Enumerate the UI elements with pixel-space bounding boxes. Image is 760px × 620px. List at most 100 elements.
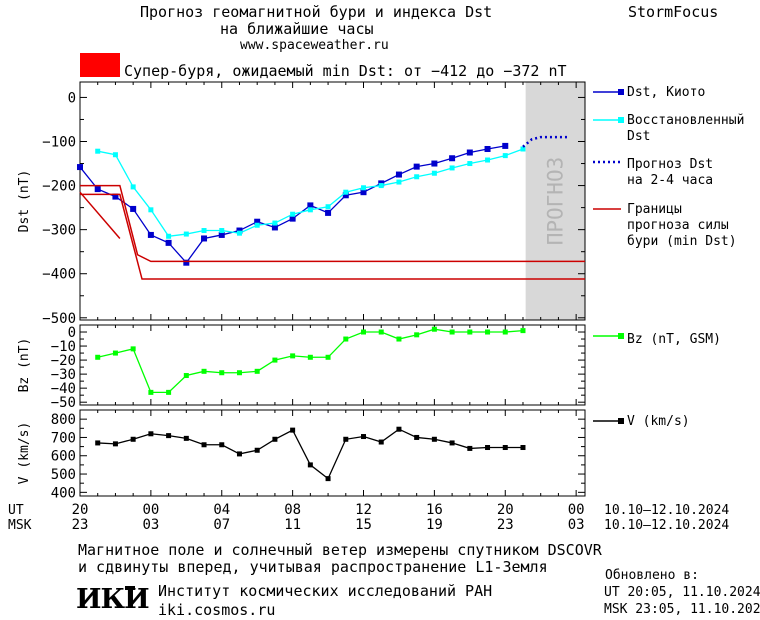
x-tick-label-ut: 00 bbox=[142, 502, 159, 518]
data-point bbox=[343, 436, 349, 442]
data-point bbox=[95, 148, 101, 154]
x-tick-label-ut: 04 bbox=[213, 502, 230, 518]
forecast-label: ПРОГНОЗ bbox=[543, 157, 567, 246]
data-point bbox=[218, 231, 225, 238]
x-tick-label-msk: 15 bbox=[355, 517, 372, 533]
data-point bbox=[502, 445, 508, 451]
data-point bbox=[485, 329, 491, 335]
legend-label-bounds-1: Границы bbox=[627, 202, 682, 217]
legend-label-forecast-1: Прогноз Dst bbox=[627, 157, 713, 172]
series-line-bz-0 bbox=[97, 328, 524, 394]
data-point bbox=[325, 354, 331, 360]
y-tick-label: −50 bbox=[51, 395, 76, 411]
series-line-v-0 bbox=[97, 428, 523, 480]
data-point bbox=[449, 165, 455, 171]
data-point bbox=[520, 146, 526, 152]
data-point bbox=[271, 224, 278, 231]
legend-swatch-dst-restored-marker bbox=[618, 117, 624, 123]
legend-label-dst-restored-2: Dst bbox=[627, 129, 650, 144]
data-point bbox=[485, 445, 491, 451]
data-point bbox=[254, 447, 260, 453]
updated-msk: MSK 23:05, 11.10.2024 bbox=[604, 602, 760, 617]
data-point bbox=[201, 228, 207, 234]
data-point bbox=[431, 160, 438, 167]
data-point bbox=[290, 211, 296, 217]
x-tick-label-msk: 19 bbox=[426, 517, 443, 533]
data-point bbox=[201, 368, 207, 374]
y-tick-label: −400 bbox=[42, 267, 76, 283]
data-point bbox=[467, 329, 473, 335]
data-point bbox=[414, 174, 420, 180]
x-axis-label-ut: UT bbox=[8, 503, 24, 518]
y-tick-label: −500 bbox=[42, 311, 76, 327]
y-tick-label: 800 bbox=[51, 412, 76, 428]
data-point bbox=[431, 436, 437, 442]
data-point bbox=[254, 218, 261, 225]
updated-label: Обновлено в: bbox=[605, 568, 699, 583]
storm-bound-line bbox=[79, 191, 121, 239]
data-point bbox=[290, 427, 296, 433]
x-tick-label-msk: 07 bbox=[213, 517, 230, 533]
updated-ut: UT 20:05, 11.10.2024 bbox=[604, 585, 760, 600]
data-point bbox=[502, 153, 508, 159]
data-point bbox=[343, 189, 349, 195]
data-point bbox=[520, 328, 526, 334]
data-point bbox=[236, 451, 242, 457]
data-point bbox=[343, 336, 349, 342]
data-point bbox=[77, 164, 83, 171]
x-tick-label-msk: 03 bbox=[142, 517, 159, 533]
data-point bbox=[449, 329, 455, 335]
data-point bbox=[325, 476, 331, 482]
y-axis-label-bz: Bz (nT) bbox=[17, 338, 32, 393]
legend-swatch-v-marker bbox=[618, 418, 624, 424]
data-point bbox=[378, 329, 384, 335]
data-point bbox=[95, 440, 101, 446]
y-tick-label: 500 bbox=[51, 467, 76, 483]
data-point bbox=[413, 163, 420, 170]
data-point bbox=[431, 170, 437, 176]
storm-bound-line bbox=[80, 184, 585, 263]
y-tick-label: 600 bbox=[51, 449, 76, 465]
brand-label: StormFocus bbox=[628, 3, 719, 21]
x-axis-label-msk: MSK bbox=[8, 518, 32, 533]
data-point bbox=[254, 368, 260, 374]
y-axis-label-dst: Dst (nT) bbox=[17, 170, 32, 233]
data-point bbox=[112, 441, 118, 447]
data-point bbox=[183, 259, 190, 266]
panel-frame-dst bbox=[79, 81, 586, 321]
data-point bbox=[502, 329, 508, 335]
data-point bbox=[395, 171, 402, 178]
data-point bbox=[449, 155, 456, 162]
data-point bbox=[449, 440, 455, 446]
data-point bbox=[95, 354, 101, 360]
data-point bbox=[360, 189, 367, 196]
data-point bbox=[307, 462, 313, 468]
data-point bbox=[148, 389, 154, 395]
data-point bbox=[396, 336, 402, 342]
data-point bbox=[289, 215, 296, 222]
site-url[interactable]: www.spaceweather.ru bbox=[240, 38, 389, 53]
iki-logo: ИКИ bbox=[76, 584, 150, 615]
data-point bbox=[485, 157, 491, 163]
y-tick-label: 700 bbox=[51, 430, 76, 446]
data-point bbox=[361, 185, 367, 191]
institute-name: Институт космических исследований РАН bbox=[158, 582, 493, 600]
y-tick-label: −10 bbox=[51, 339, 76, 355]
y-axis-label-v: V (km/s) bbox=[17, 422, 32, 485]
y-tick-label: 400 bbox=[51, 485, 76, 501]
storm-bound-line bbox=[80, 193, 585, 280]
institute-site-link[interactable]: iki.cosmos.ru bbox=[158, 601, 276, 619]
data-point bbox=[219, 442, 225, 448]
x-tick-label-msk: 23 bbox=[72, 517, 89, 533]
data-point bbox=[307, 202, 314, 209]
data-point bbox=[148, 431, 154, 437]
data-point bbox=[502, 142, 509, 149]
data-point bbox=[484, 145, 491, 152]
panel-frame-bz bbox=[79, 324, 586, 406]
data-point bbox=[183, 435, 189, 441]
storm-level-swatch bbox=[80, 53, 120, 77]
data-point bbox=[183, 231, 189, 237]
data-point bbox=[236, 227, 243, 234]
data-point bbox=[307, 354, 313, 360]
data-point bbox=[272, 357, 278, 363]
